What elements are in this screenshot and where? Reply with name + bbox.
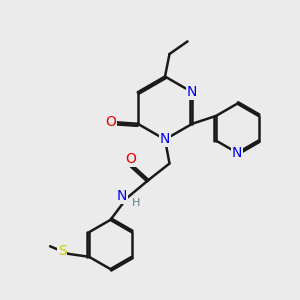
Text: H: H (132, 198, 141, 208)
Text: O: O (105, 115, 116, 129)
Text: S: S (58, 244, 67, 258)
Text: N: N (232, 146, 242, 160)
Text: N: N (160, 133, 170, 146)
Text: O: O (125, 152, 136, 166)
Text: N: N (116, 190, 127, 203)
Text: N: N (187, 85, 197, 99)
